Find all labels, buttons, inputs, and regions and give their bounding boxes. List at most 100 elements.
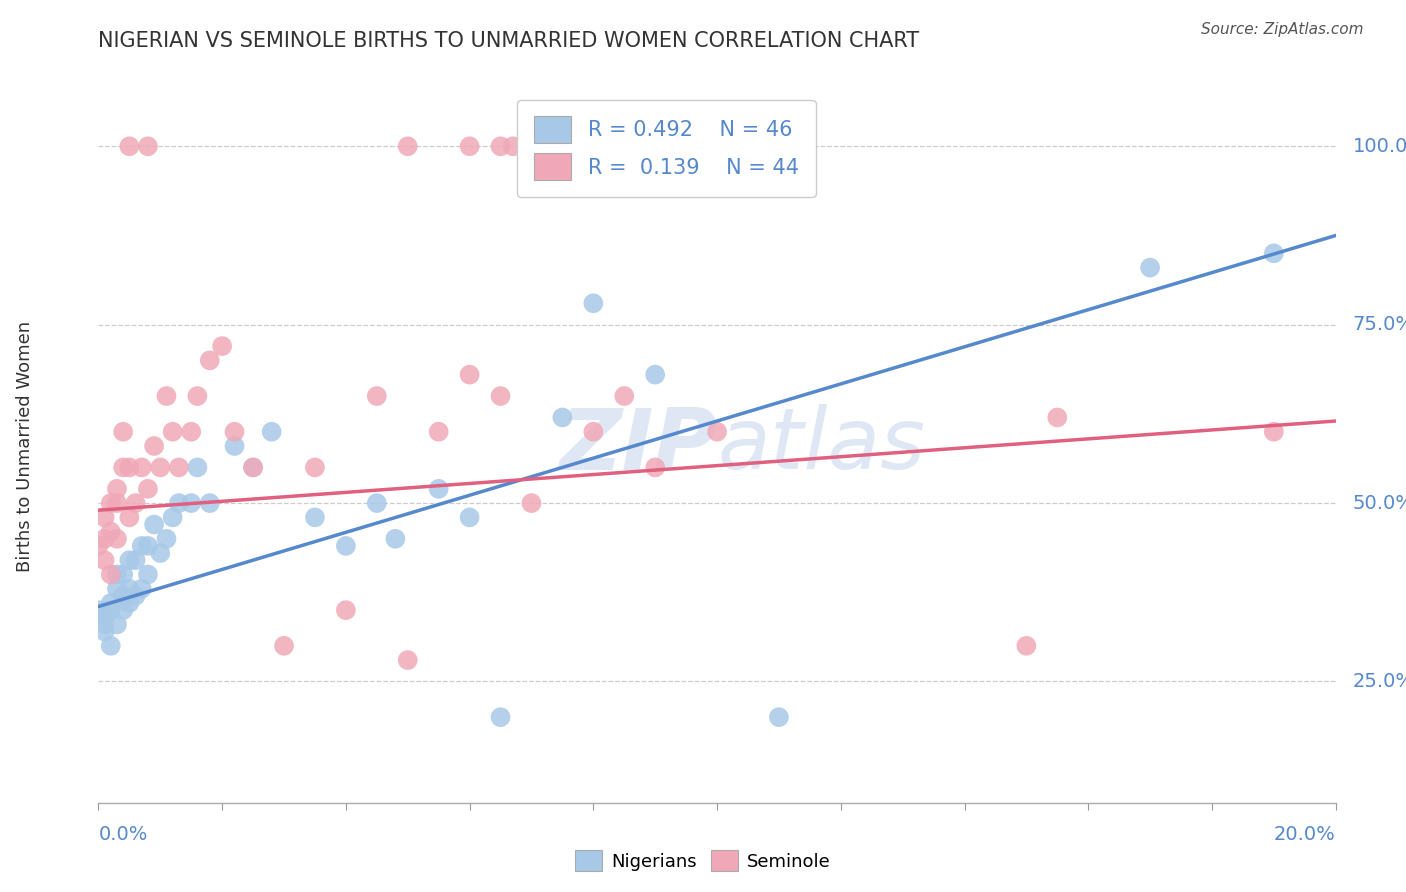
Point [105, 567, 128, 582]
Point [1139, 260, 1161, 275]
Point [100, 603, 122, 617]
Point [396, 139, 419, 153]
Point [489, 389, 512, 403]
Point [112, 425, 135, 439]
Point [112, 567, 135, 582]
Point [242, 460, 264, 475]
Point [366, 389, 388, 403]
Point [105, 482, 128, 496]
Point [180, 496, 202, 510]
Point [520, 139, 543, 153]
Point [167, 496, 190, 510]
Point [1015, 639, 1038, 653]
Point [582, 425, 605, 439]
Text: 25.0%: 25.0% [1353, 672, 1406, 691]
Point [582, 296, 605, 310]
Point [118, 582, 141, 596]
Point [149, 460, 172, 475]
Point [427, 425, 450, 439]
Text: Births to Unmarried Women: Births to Unmarried Women [17, 320, 34, 572]
Point [260, 425, 283, 439]
Point [167, 460, 190, 475]
Point [533, 139, 555, 153]
Point [155, 389, 177, 403]
Point [124, 553, 146, 567]
Point [304, 510, 326, 524]
Point [105, 617, 128, 632]
Point [546, 139, 568, 153]
Point [131, 539, 153, 553]
Text: 75.0%: 75.0% [1353, 315, 1406, 334]
Point [112, 603, 135, 617]
Point [93, 617, 115, 632]
Point [162, 510, 184, 524]
Point [502, 139, 524, 153]
Point [87, 539, 110, 553]
Point [118, 596, 141, 610]
Point [93, 624, 115, 639]
Point [149, 546, 172, 560]
Point [105, 496, 128, 510]
Point [124, 589, 146, 603]
Point [124, 496, 146, 510]
Point [112, 460, 135, 475]
Point [143, 439, 166, 453]
Point [273, 639, 295, 653]
Point [100, 596, 122, 610]
Point [136, 482, 159, 496]
Text: NIGERIAN VS SEMINOLE BIRTHS TO UNMARRIED WOMEN CORRELATION CHART: NIGERIAN VS SEMINOLE BIRTHS TO UNMARRIED… [98, 31, 920, 51]
Point [100, 524, 122, 539]
Point [100, 496, 122, 510]
Point [366, 496, 388, 510]
Point [224, 425, 246, 439]
Point [427, 482, 450, 496]
Point [644, 368, 666, 382]
Point [186, 389, 208, 403]
Point [198, 353, 221, 368]
Point [304, 460, 326, 475]
Text: 100.0%: 100.0% [1353, 136, 1406, 156]
Point [458, 368, 481, 382]
Point [458, 510, 481, 524]
Point [186, 460, 208, 475]
Point [93, 510, 115, 524]
Text: 20.0%: 20.0% [1274, 825, 1336, 844]
Point [768, 710, 790, 724]
Point [489, 139, 512, 153]
Text: 50.0%: 50.0% [1353, 493, 1406, 513]
Point [335, 539, 357, 553]
Text: Source: ZipAtlas.com: Source: ZipAtlas.com [1201, 22, 1364, 37]
Point [131, 460, 153, 475]
Point [105, 582, 128, 596]
Point [1263, 425, 1285, 439]
Point [551, 410, 574, 425]
Legend: Nigerians, Seminole: Nigerians, Seminole [568, 843, 838, 879]
Point [644, 460, 666, 475]
Point [112, 589, 135, 603]
Legend: R = 0.492    N = 46, R =  0.139    N = 44: R = 0.492 N = 46, R = 0.139 N = 44 [517, 100, 815, 197]
Point [211, 339, 233, 353]
Point [93, 610, 115, 624]
Point [100, 567, 122, 582]
Point [224, 439, 246, 453]
Point [520, 496, 543, 510]
Point [118, 460, 141, 475]
Point [105, 532, 128, 546]
Text: 0.0%: 0.0% [98, 825, 148, 844]
Point [155, 532, 177, 546]
Text: atlas: atlas [717, 404, 925, 488]
Point [396, 653, 419, 667]
Point [87, 603, 110, 617]
Point [538, 139, 561, 153]
Point [613, 389, 636, 403]
Point [136, 139, 159, 153]
Point [706, 425, 728, 439]
Point [384, 532, 406, 546]
Point [180, 425, 202, 439]
Point [100, 639, 122, 653]
Point [1046, 410, 1069, 425]
Point [162, 425, 184, 439]
Point [118, 510, 141, 524]
Point [1263, 246, 1285, 260]
Point [242, 460, 264, 475]
